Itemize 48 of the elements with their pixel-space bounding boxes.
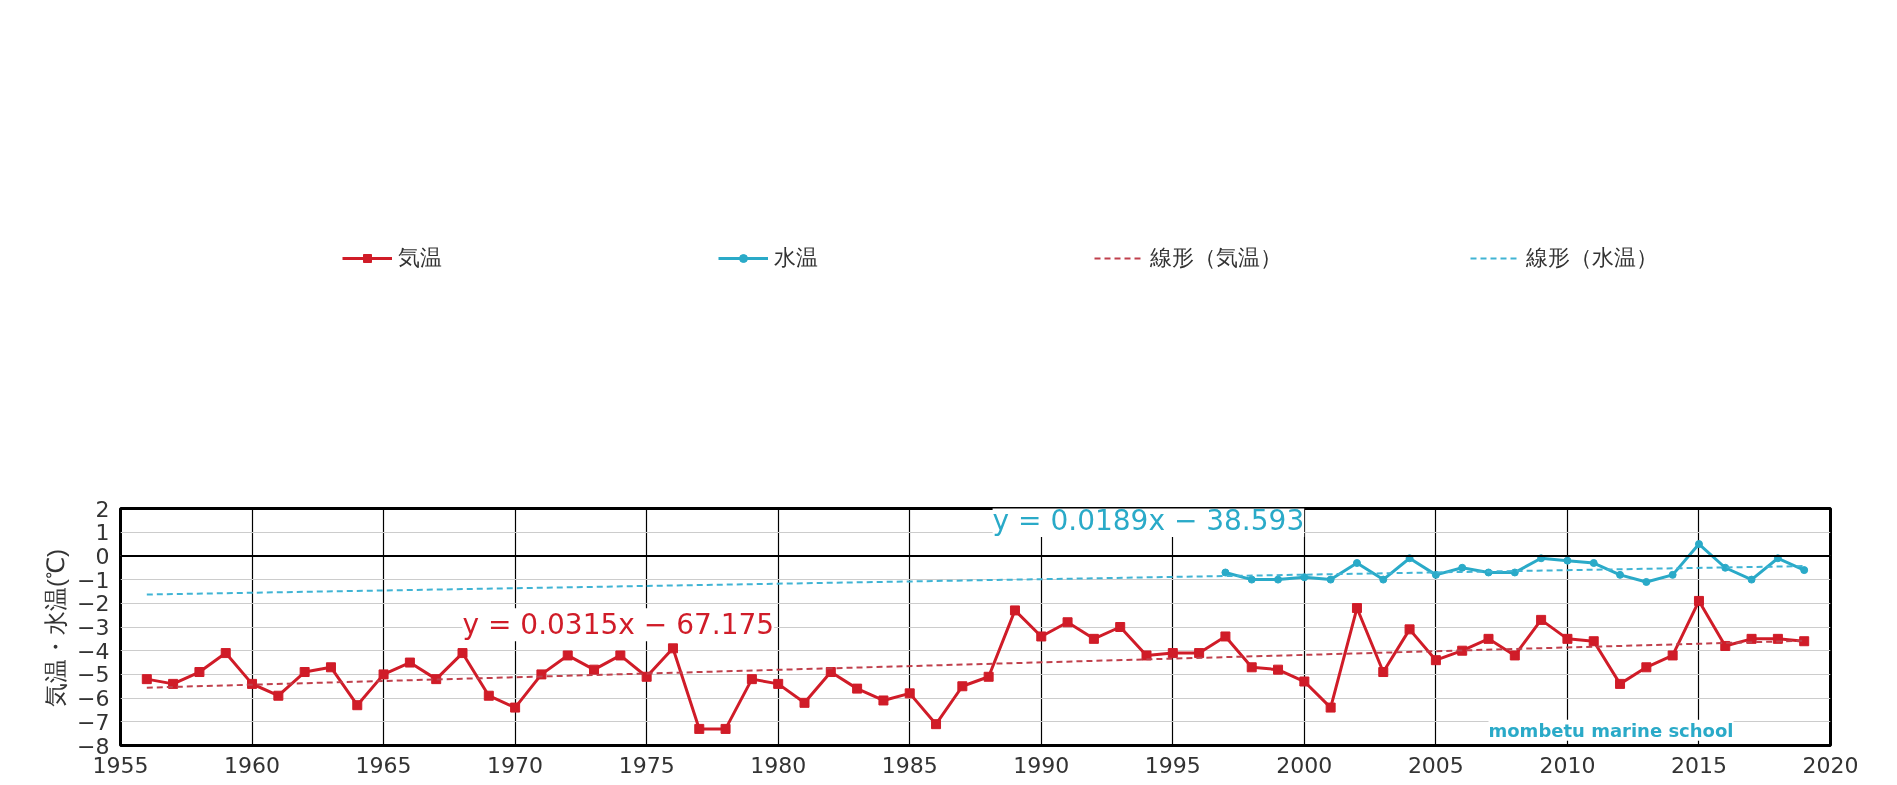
- point: [1431, 570, 1440, 579]
- point: [1274, 575, 1283, 584]
- x-tick-label: 2015: [1670, 752, 1727, 778]
- point: [1747, 575, 1756, 584]
- x-tick-label: 1960: [224, 752, 281, 778]
- y-tick-label: −2: [77, 591, 110, 617]
- legend-label: 水温: [774, 244, 819, 272]
- y-tick-label: 2: [95, 496, 110, 522]
- annotation: mombetu marine school: [1488, 719, 1734, 741]
- legend-label: 線形（水温）: [1526, 244, 1659, 272]
- y-tick-label: −6: [77, 686, 110, 712]
- x-tick-label: 2020: [1802, 752, 1859, 778]
- legend-label: 気温: [398, 244, 443, 272]
- point: [1616, 570, 1625, 579]
- point: [1300, 573, 1309, 582]
- y-axis-title: 気温・水温(℃): [42, 549, 70, 707]
- x-tick-label: 1990: [1013, 752, 1070, 778]
- y-tick-label: −7: [77, 709, 110, 735]
- annotation: y = 0.0315x − 67.175: [462, 608, 775, 642]
- point: [1800, 566, 1809, 575]
- point: [1642, 577, 1651, 586]
- x-tick-label: 1975: [618, 752, 675, 778]
- x-tick-label: 2005: [1407, 752, 1464, 778]
- point: [1458, 563, 1467, 572]
- y-tick-label: 0: [95, 543, 110, 569]
- y-tick-label: −5: [77, 662, 110, 688]
- x-tick-label: 1995: [1144, 752, 1201, 778]
- y-tick-label: −3: [77, 615, 110, 640]
- point: [1668, 570, 1677, 579]
- point: [1326, 575, 1335, 584]
- point: [1379, 575, 1388, 584]
- x-tick-label: 1980: [750, 752, 807, 778]
- point: [1694, 540, 1703, 549]
- x-tick-label: 1965: [355, 752, 412, 778]
- point: [1352, 559, 1361, 567]
- x-tick-label: 2010: [1539, 752, 1596, 778]
- point: [1563, 556, 1572, 565]
- point: [1221, 568, 1230, 577]
- annotation: y = 0.0189x − 38.593: [992, 503, 1305, 537]
- y-tick-label: 1: [95, 520, 110, 546]
- legend-label: 線形（気温）: [1150, 244, 1283, 272]
- point: [1247, 575, 1256, 584]
- x-tick-label: 1985: [881, 752, 938, 778]
- point: [1589, 559, 1598, 567]
- y-tick-label: −4: [77, 638, 110, 664]
- x-tick-label: 2000: [1276, 752, 1333, 778]
- y-tick-label: −1: [77, 567, 110, 593]
- x-tick-label: 1970: [487, 752, 544, 778]
